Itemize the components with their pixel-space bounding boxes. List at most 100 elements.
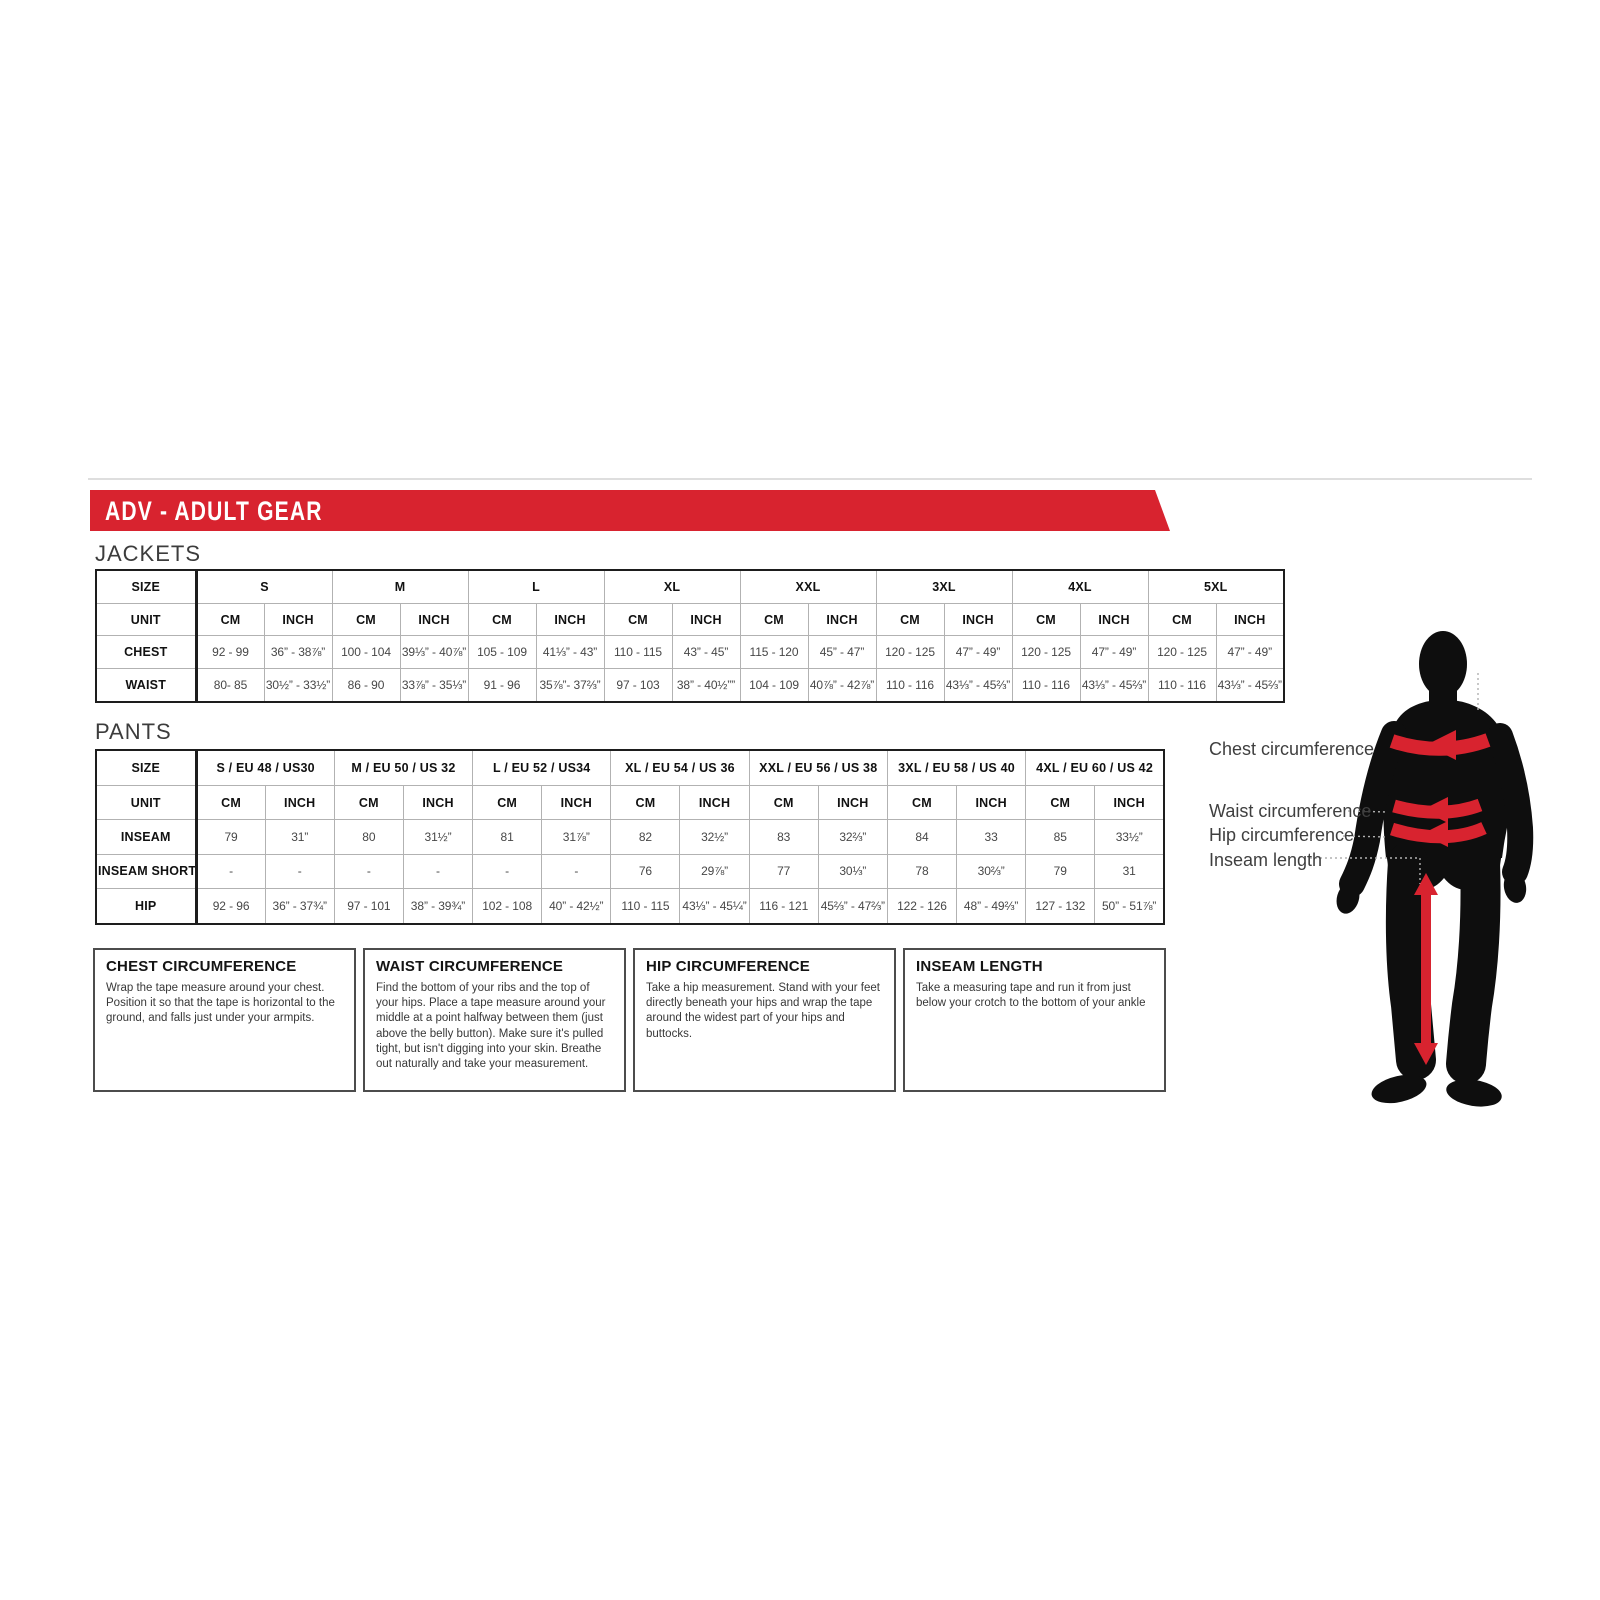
cm-unit-cell: CM: [739, 603, 809, 637]
cm-value-cell: -: [333, 853, 404, 889]
inch-value-cell: 33½”: [1094, 819, 1165, 855]
hip-circumference-label: Hip circumference: [1209, 825, 1355, 845]
size-header-cell: 4XL / EU 60 / US 42: [1025, 749, 1165, 786]
cm-value-cell: 80- 85: [195, 667, 265, 703]
hip-instruction-box: HIP CIRCUMFERENCE Take a hip measurement…: [633, 948, 896, 1092]
size-header-cell: S / EU 48 / US30: [195, 749, 335, 786]
size-header-cell: XXL / EU 56 / US 38: [748, 749, 888, 786]
measurement-marks: [1389, 730, 1491, 1065]
inch-value-cell: 33: [956, 819, 1027, 855]
inch-value-cell: 47” - 49”: [1079, 635, 1149, 669]
cm-value-cell: 91 - 96: [467, 667, 537, 703]
unit-corner-cell: UNIT: [95, 603, 198, 637]
cm-value-cell: 110 - 116: [875, 667, 945, 703]
inch-value-cell: 30⅔”: [956, 853, 1027, 889]
inch-value-cell: 32½”: [679, 819, 750, 855]
cm-value-cell: 100 - 104: [331, 635, 401, 669]
pants-section-label: PANTS: [95, 719, 172, 744]
cm-value-cell: 92 - 99: [195, 635, 265, 669]
inch-value-cell: -: [402, 853, 474, 889]
inch-value-cell: 36” - 38⅞”: [263, 635, 333, 669]
cm-value-cell: 81: [472, 819, 543, 855]
inch-value-cell: 38” - 39¾”: [402, 887, 474, 925]
cm-value-cell: 97 - 101: [333, 887, 404, 925]
cm-value-cell: 110 - 116: [1011, 667, 1081, 703]
inch-unit-cell: INCH: [399, 603, 469, 637]
cm-unit-cell: CM: [467, 603, 537, 637]
cm-value-cell: 102 - 108: [472, 887, 543, 925]
inch-value-cell: 47” - 49”: [943, 635, 1013, 669]
jackets-size-table: SIZE S M L XL XXL 3XL 4XL 5XL UNIT CM INCH CM INCH CM I…: [95, 569, 1285, 703]
title-banner: ADV - ADULT GEAR: [90, 490, 1170, 531]
inch-unit-cell: INCH: [1094, 784, 1165, 821]
size-header-cell: 4XL: [1011, 569, 1149, 605]
inch-unit-cell: INCH: [671, 603, 741, 637]
size-header-cell: XL: [603, 569, 741, 605]
inch-unit-cell: INCH: [679, 784, 750, 821]
inch-value-cell: 50” - 51⅞”: [1094, 887, 1165, 925]
size-header-cell: M / EU 50 / US 32: [333, 749, 474, 786]
cm-value-cell: 92 - 96: [195, 887, 266, 925]
size-header-cell: L / EU 52 / US34: [472, 749, 612, 786]
cm-unit-cell: CM: [333, 784, 404, 821]
cm-unit-cell: CM: [748, 784, 819, 821]
inch-unit-cell: INCH: [807, 603, 877, 637]
inch-unit-cell: INCH: [1215, 603, 1285, 637]
inch-value-cell: 43⅓” - 45⅔”: [1215, 667, 1285, 703]
inseam-instruction-title: INSEAM LENGTH: [916, 958, 1043, 975]
hip-instruction-text: Take a hip measurement. Stand with your …: [646, 982, 880, 1040]
cm-value-cell: 84: [886, 819, 958, 855]
chest-instruction-box: CHEST CIRCUMFERENCE Wrap the tape measur…: [93, 948, 356, 1092]
top-divider-line: [88, 478, 1532, 480]
cm-value-cell: 80: [333, 819, 404, 855]
cm-value-cell: 76: [610, 853, 681, 889]
inch-unit-cell: INCH: [264, 784, 335, 821]
unit-corner-cell: UNIT: [95, 784, 198, 821]
size-header-cell: 5XL: [1147, 569, 1285, 605]
inseam-length-label: Inseam length: [1209, 850, 1323, 870]
inch-unit-cell: INCH: [541, 784, 612, 821]
inch-value-cell: 39⅓” - 40⅞”: [399, 635, 469, 669]
inch-value-cell: 40⅞” - 42⅞”: [807, 667, 877, 703]
body-silhouette-diagram: [1310, 631, 1534, 1107]
inseam-instruction-text: Take a measuring tape and run it from ju…: [916, 982, 1146, 1010]
inch-value-cell: 41⅓” - 43”: [535, 635, 605, 669]
cm-unit-cell: CM: [1011, 603, 1081, 637]
inch-value-cell: 30½” - 33½”: [263, 667, 333, 703]
inch-value-cell: 35⅞”- 37⅔”: [535, 667, 605, 703]
inch-value-cell: 40” - 42½”: [541, 887, 612, 925]
page-title: ADV - ADULT GEAR: [105, 496, 323, 526]
row-label-cell: HIP: [95, 887, 198, 925]
jackets-section-label: JACKETS: [95, 541, 202, 566]
inch-value-cell: 31⅞”: [541, 819, 612, 855]
cm-unit-cell: CM: [886, 784, 958, 821]
cm-value-cell: 110 - 115: [610, 887, 681, 925]
body-measurement-figure: Chest circumference Waist circumference …: [1180, 600, 1540, 1120]
inch-value-cell: 43⅓” - 45¼”: [679, 887, 750, 925]
cm-value-cell: 116 - 121: [748, 887, 819, 925]
inch-value-cell: 31”: [264, 819, 335, 855]
inch-value-cell: 36” - 37¾”: [264, 887, 335, 925]
cm-unit-cell: CM: [331, 603, 401, 637]
row-label-cell: WAIST: [95, 667, 198, 703]
inch-value-cell: 47” - 49”: [1215, 635, 1285, 669]
size-header-cell: XL / EU 54 / US 36: [610, 749, 750, 786]
size-header-cell: M: [331, 569, 469, 605]
inch-value-cell: 31½”: [402, 819, 474, 855]
cm-value-cell: 78: [886, 853, 958, 889]
waist-band-arrowhead: [1422, 797, 1448, 823]
waist-circumference-label: Waist circumference: [1209, 801, 1372, 821]
inch-value-cell: -: [264, 853, 335, 889]
size-corner-cell: SIZE: [95, 569, 198, 605]
cm-unit-cell: CM: [1147, 603, 1217, 637]
cm-unit-cell: CM: [603, 603, 673, 637]
chest-circumference-label: Chest circumference: [1209, 739, 1375, 759]
inch-unit-cell: INCH: [1079, 603, 1149, 637]
size-header-cell: L: [467, 569, 605, 605]
inch-value-cell: 33⅞” - 35⅓”: [399, 667, 469, 703]
cm-value-cell: 115 - 120: [739, 635, 809, 669]
inch-unit-cell: INCH: [263, 603, 333, 637]
size-header-cell: 3XL / EU 58 / US 40: [886, 749, 1027, 786]
hip-instruction-title: HIP CIRCUMFERENCE: [646, 958, 810, 975]
